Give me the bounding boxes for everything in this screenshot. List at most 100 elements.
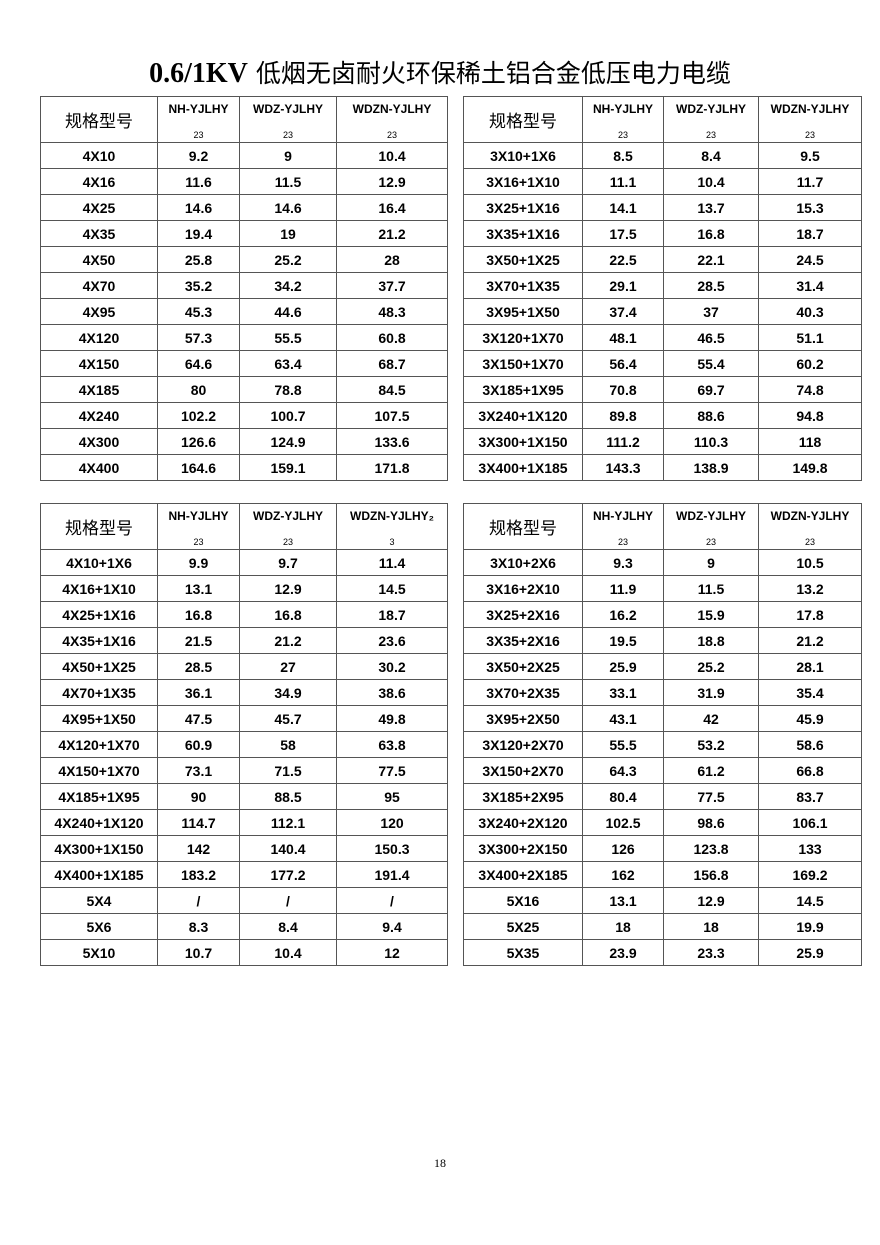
spec-table-4: 规格型号 NH-YJLHY 23 WDZ-YJLHY 23 WDZN-YJLHY 23 3X1… xyxy=(463,503,862,966)
value-cell: 47.5 xyxy=(157,705,240,732)
spec-cell: 4X300+1X150 xyxy=(40,835,158,862)
value-cell: 37 xyxy=(663,298,759,325)
header-label: NH-YJLHY xyxy=(168,102,229,116)
spec-cell: 4X16 xyxy=(40,168,158,195)
value-cell: 63.8 xyxy=(336,731,448,758)
value-cell: 63.4 xyxy=(239,350,337,377)
value-cell: 19.9 xyxy=(758,913,862,940)
value-cell: 58 xyxy=(239,731,337,758)
value-cell: 106.1 xyxy=(758,809,862,836)
header-row: 规格型号 NH-YJLHY 23 WDZ-YJLHY 23 WDZN-YJLHY₂ 3 xyxy=(40,503,448,550)
value-cell: 138.9 xyxy=(663,454,759,481)
table-row: 4X120 57.3 55.5 60.8 xyxy=(40,324,448,351)
spec-cell: 5X35 xyxy=(463,939,583,966)
value-cell: 11.5 xyxy=(239,168,337,195)
value-cell: 27 xyxy=(239,653,337,680)
value-cell: 12.9 xyxy=(336,168,448,195)
value-cell: 102.2 xyxy=(157,402,240,429)
value-cell: 37.4 xyxy=(582,298,664,325)
spec-cell: 3X240+2X120 xyxy=(463,809,583,836)
table-row: 4X10 9.2 9 10.4 xyxy=(40,142,448,169)
value-cell: 34.2 xyxy=(239,272,337,299)
value-cell: 15.3 xyxy=(758,194,862,221)
header-label: NH-YJLHY xyxy=(168,509,229,523)
value-cell: 31.4 xyxy=(758,272,862,299)
value-cell: 16.4 xyxy=(336,194,448,221)
value-cell: 16.8 xyxy=(239,601,337,628)
value-cell: 11.9 xyxy=(582,575,664,602)
value-cell: 71.5 xyxy=(239,757,337,784)
value-cell: 171.8 xyxy=(336,454,448,481)
value-cell: 164.6 xyxy=(157,454,240,481)
value-cell: 42 xyxy=(663,705,759,732)
spec-cell: 3X10+1X6 xyxy=(463,142,583,169)
spec-cell: 3X10+2X6 xyxy=(463,549,583,576)
spec-cell: 4X95 xyxy=(40,298,158,325)
value-cell: 69.7 xyxy=(663,376,759,403)
value-cell: 118 xyxy=(758,428,862,455)
spec-cell: 4X400 xyxy=(40,454,158,481)
value-cell: 70.8 xyxy=(582,376,664,403)
table-row: 4X185 80 78.8 84.5 xyxy=(40,376,448,403)
spec-cell: 3X400+1X185 xyxy=(463,454,583,481)
spec-cell: 4X50 xyxy=(40,246,158,273)
column-header: WDZN-YJLHY 23 xyxy=(758,96,862,143)
table-row: 3X240+1X120 89.8 88.6 94.8 xyxy=(463,402,862,429)
value-cell: 21.5 xyxy=(157,627,240,654)
value-cell: 55.5 xyxy=(582,731,664,758)
value-cell: 53.2 xyxy=(663,731,759,758)
spec-cell: 5X10 xyxy=(40,939,158,966)
value-cell: 25.2 xyxy=(239,246,337,273)
table-row: 3X120+1X70 48.1 46.5 51.1 xyxy=(463,324,862,351)
value-cell: / xyxy=(336,887,448,914)
table-row: 3X70+2X35 33.1 31.9 35.4 xyxy=(463,679,862,706)
spec-cell: 3X16+2X10 xyxy=(463,575,583,602)
header-subscript: 23 xyxy=(804,537,815,547)
spec-cell: 4X50+1X25 xyxy=(40,653,158,680)
value-cell: 15.9 xyxy=(663,601,759,628)
header-subscript: 23 xyxy=(617,537,628,547)
table-row: 4X35+1X16 21.5 21.2 23.6 xyxy=(40,627,448,654)
header-label: WDZN-YJLHY₂ xyxy=(350,509,434,523)
spec-cell: 5X25 xyxy=(463,913,583,940)
value-cell: 60.8 xyxy=(336,324,448,351)
table-row: 3X50+2X25 25.9 25.2 28.1 xyxy=(463,653,862,680)
spec-cell: 4X400+1X185 xyxy=(40,861,158,888)
page-title: 0.6/1KV 低烟无卤耐火环保稀土铝合金低压电力电缆 xyxy=(0,54,880,90)
column-header: NH-YJLHY 23 xyxy=(582,503,664,550)
value-cell: 150.3 xyxy=(336,835,448,862)
value-cell: 18.7 xyxy=(758,220,862,247)
spec-cell: 4X16+1X10 xyxy=(40,575,158,602)
table-row: 4X16 11.6 11.5 12.9 xyxy=(40,168,448,195)
value-cell: 14.6 xyxy=(157,194,240,221)
value-cell: 16.2 xyxy=(582,601,664,628)
value-cell: 35.2 xyxy=(157,272,240,299)
spec-cell: 4X185+1X95 xyxy=(40,783,158,810)
value-cell: 28.5 xyxy=(663,272,759,299)
value-cell: 9.5 xyxy=(758,142,862,169)
value-cell: 44.6 xyxy=(239,298,337,325)
spec-cell: 3X185+1X95 xyxy=(463,376,583,403)
spec-cell: 3X120+1X70 xyxy=(463,324,583,351)
value-cell: 28 xyxy=(336,246,448,273)
header-label: WDZN-YJLHY xyxy=(770,509,850,523)
value-cell: 98.6 xyxy=(663,809,759,836)
value-cell: 140.4 xyxy=(239,835,337,862)
value-cell: 34.9 xyxy=(239,679,337,706)
table-row: 4X95+1X50 47.5 45.7 49.8 xyxy=(40,705,448,732)
table-row: 4X10+1X6 9.9 9.7 11.4 xyxy=(40,549,448,576)
column-header: 规格型号 xyxy=(40,503,158,550)
value-cell: 14.5 xyxy=(758,887,862,914)
table-row: 3X240+2X120 102.5 98.6 106.1 xyxy=(463,809,862,836)
table-row: 4X25+1X16 16.8 16.8 18.7 xyxy=(40,601,448,628)
spec-cell: 4X70 xyxy=(40,272,158,299)
value-cell: 8.3 xyxy=(157,913,240,940)
table-row: 3X10+2X6 9.3 9 10.5 xyxy=(463,549,862,576)
spec-cell: 3X300+2X150 xyxy=(463,835,583,862)
value-cell: 57.3 xyxy=(157,324,240,351)
value-cell: 18.8 xyxy=(663,627,759,654)
value-cell: 28.5 xyxy=(157,653,240,680)
value-cell: 25.9 xyxy=(758,939,862,966)
column-header: 规格型号 xyxy=(463,96,583,143)
header-subscript: 23 xyxy=(705,537,716,547)
